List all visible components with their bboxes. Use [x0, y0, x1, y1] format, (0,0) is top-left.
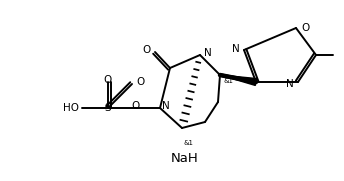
Text: NaH: NaH	[171, 151, 199, 165]
Text: O: O	[131, 101, 139, 111]
Text: N: N	[162, 101, 170, 111]
Text: S: S	[105, 103, 111, 113]
Text: N: N	[204, 48, 212, 58]
Text: O: O	[143, 45, 151, 55]
Text: O: O	[104, 75, 112, 85]
Text: &1: &1	[183, 140, 193, 146]
Text: &1: &1	[224, 78, 234, 84]
Text: N: N	[232, 44, 240, 54]
Text: N: N	[286, 79, 294, 89]
Text: O: O	[136, 77, 144, 87]
Text: O: O	[301, 23, 309, 33]
Polygon shape	[220, 75, 257, 85]
Text: HO: HO	[63, 103, 79, 113]
